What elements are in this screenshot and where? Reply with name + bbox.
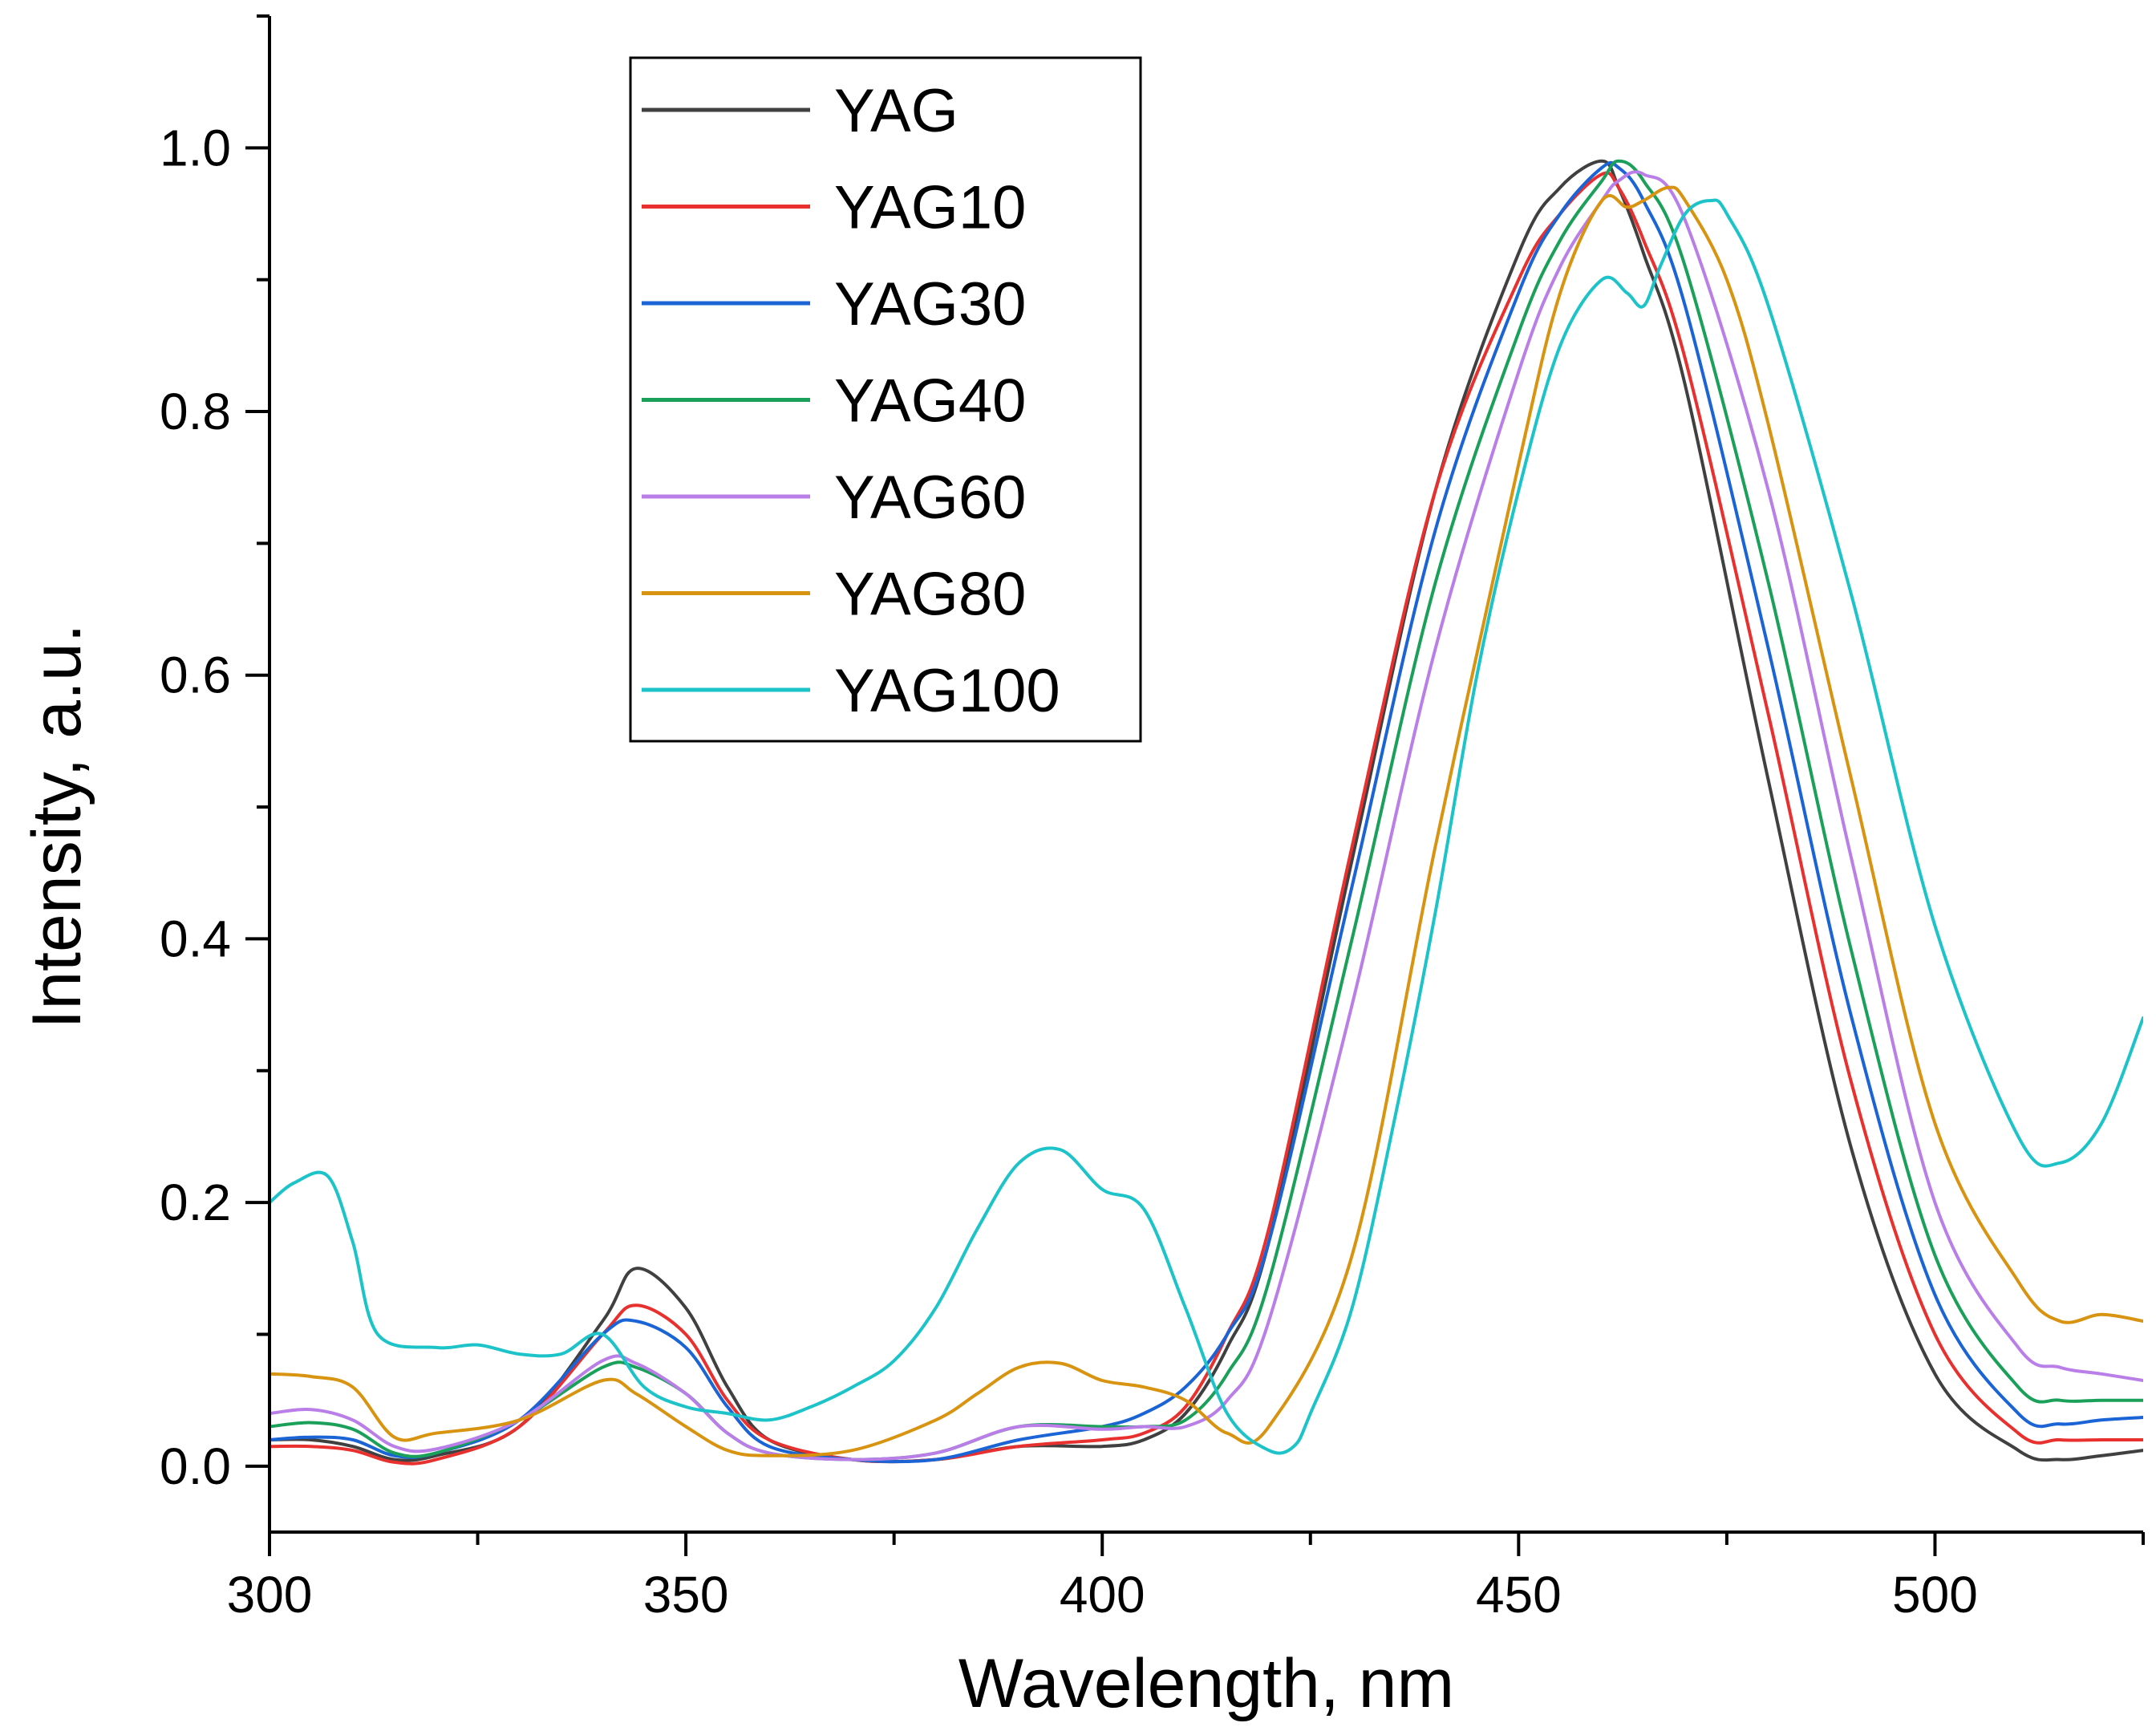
x-tick-label: 450 (1476, 1566, 1562, 1624)
series-line-yag (270, 159, 2143, 1464)
y-axis-title: Intensity, a.u. (18, 623, 95, 1028)
legend-label-yag40: YAG40 (834, 367, 1026, 436)
y-tick-label: 1.0 (160, 119, 231, 176)
series-line-yag10 (270, 171, 2143, 1466)
y-tick-label: 0.6 (160, 647, 231, 704)
ticks: 300 350 400 450 500 0.0 0.2 0.4 0.6 0.8 1.0 (160, 14, 2145, 1624)
legend-label-yag60: YAG60 (834, 464, 1026, 532)
series-layer (270, 159, 2143, 1466)
series-line-yag80 (270, 185, 2143, 1457)
x-tick-label: 500 (1892, 1566, 1978, 1624)
y-tick-label: 0.0 (160, 1437, 231, 1495)
legend-label-yag80: YAG80 (834, 561, 1026, 629)
legend-label-yag10: YAG10 (834, 174, 1026, 242)
x-tick-label: 300 (227, 1566, 313, 1624)
legend-label-yag100: YAG100 (834, 657, 1060, 725)
x-tick-label: 400 (1060, 1566, 1145, 1624)
legend: YAG YAG10 YAG30 YAG40 YAG60 YAG80 YAG100 (629, 56, 1142, 743)
y-tick-label: 0.2 (160, 1174, 231, 1231)
axes (268, 16, 2143, 1534)
x-axis-title: Wavelength, nm (958, 1645, 1454, 1722)
series-line-yag30 (270, 160, 2143, 1464)
legend-label-yag: YAG (834, 77, 958, 145)
legend-label-yag30: YAG30 (834, 270, 1026, 339)
x-tick-label: 350 (643, 1566, 729, 1624)
y-tick-label: 0.8 (160, 383, 231, 440)
y-tick-label: 0.4 (160, 910, 231, 967)
series-line-yag60 (270, 170, 2143, 1461)
series-line-yag100 (270, 198, 2143, 1455)
series-line-yag40 (270, 159, 2143, 1461)
